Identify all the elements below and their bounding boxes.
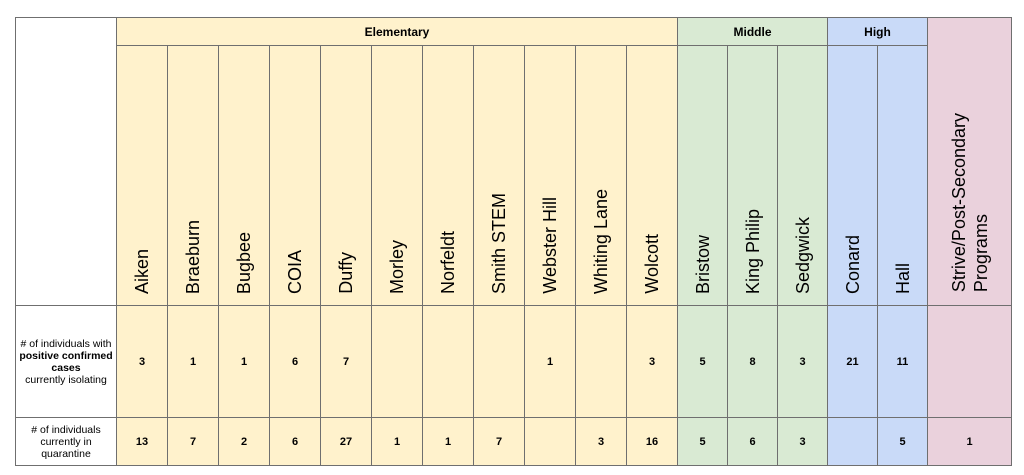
school-name: Smith STEM	[489, 192, 509, 294]
positive-cases-label: # of individuals with positive confirmed…	[15, 305, 117, 418]
school-name: Bugbee	[234, 231, 254, 294]
school-header-duffy: Duffy	[320, 45, 372, 306]
school-name: King Philip	[742, 208, 763, 294]
positive-cell	[422, 305, 474, 418]
quarantine-label: # of individuals currently in quarantine	[15, 417, 117, 466]
quarantine-cell: 5	[877, 417, 928, 466]
school-name: Hall	[892, 262, 913, 294]
positive-cell	[473, 305, 525, 418]
school-name: Wolcott	[642, 234, 662, 294]
school-header-wolcott: Wolcott	[626, 45, 678, 306]
quarantine-cell: 13	[116, 417, 168, 466]
quarantine-row: # of individuals currently in quarantine…	[15, 417, 1012, 466]
positive-cell: 1	[167, 305, 219, 418]
positive-cell: 3	[116, 305, 168, 418]
school-name: Braeburn	[183, 219, 203, 294]
quarantine-cell	[827, 417, 878, 466]
school-header-smith-stem: Smith STEM	[473, 45, 525, 306]
quarantine-cell: 3	[777, 417, 828, 466]
group-elementary: Elementary	[116, 17, 678, 46]
group-middle: Middle	[677, 17, 828, 46]
programs-header: Strive/Post-Secondary Programs	[927, 17, 1012, 306]
quarantine-cell: 5	[677, 417, 728, 466]
positive-cell: 1	[524, 305, 576, 418]
school-header-hall: Hall	[877, 45, 928, 306]
school-header-aiken: Aiken	[116, 45, 168, 306]
positive-cell: 11	[877, 305, 928, 418]
school-header-coia: COIA	[269, 45, 321, 306]
corner-cell	[15, 17, 117, 306]
positive-cases-row: # of individuals with positive confirmed…	[15, 305, 1012, 418]
school-header-bristow: Bristow	[677, 45, 728, 306]
school-name: Webster Hill	[540, 197, 560, 294]
school-header-morley: Morley	[371, 45, 423, 306]
positive-cell	[927, 305, 1012, 418]
quarantine-cell: 7	[167, 417, 219, 466]
positive-cell	[371, 305, 423, 418]
quarantine-cell: 1	[371, 417, 423, 466]
school-header-king-philip: King Philip	[727, 45, 778, 306]
positive-cell: 3	[626, 305, 678, 418]
positive-cell: 3	[777, 305, 828, 418]
quarantine-cell: 6	[727, 417, 778, 466]
quarantine-cell: 16	[626, 417, 678, 466]
school-header-conard: Conard	[827, 45, 878, 306]
school-header-braeburn: Braeburn	[167, 45, 219, 306]
school-header-sedgwick: Sedgwick	[777, 45, 828, 306]
school-name: Duffy	[336, 252, 356, 294]
positive-cell: 21	[827, 305, 878, 418]
school-header-webster-hill: Webster Hill	[524, 45, 576, 306]
quarantine-cell: 6	[269, 417, 321, 466]
school-name: COIA	[285, 249, 305, 294]
group-high: High	[827, 17, 928, 46]
cases-table: Elementary Middle High Strive/Post-Secon…	[15, 17, 1012, 466]
positive-cell: 6	[269, 305, 321, 418]
quarantine-cell: 1	[927, 417, 1012, 466]
positive-cell	[575, 305, 627, 418]
school-header-norfeldt: Norfeldt	[422, 45, 474, 306]
school-name: Aiken	[132, 248, 152, 294]
quarantine-cell	[524, 417, 576, 466]
school-header-bugbee: Bugbee	[218, 45, 270, 306]
positive-cell: 1	[218, 305, 270, 418]
school-header-row: Aiken Braeburn Bugbee COIA Duffy Morley …	[16, 45, 1012, 306]
cases-table-wrapper: Elementary Middle High Strive/Post-Secon…	[15, 17, 1012, 466]
quarantine-cell: 27	[320, 417, 372, 466]
group-header-row: Elementary Middle High Strive/Post-Secon…	[15, 17, 1012, 306]
positive-cell: 5	[677, 305, 728, 418]
school-name: Whiting Lane	[591, 188, 611, 294]
quarantine-cell: 2	[218, 417, 270, 466]
school-name: Conard	[842, 234, 863, 294]
programs-label: Strive/Post-Secondary Programs	[948, 112, 991, 292]
quarantine-cell: 1	[422, 417, 474, 466]
school-header-whiting-lane: Whiting Lane	[575, 45, 627, 306]
quarantine-cell: 3	[575, 417, 627, 466]
positive-cell: 8	[727, 305, 778, 418]
school-name: Norfeldt	[438, 230, 458, 294]
school-name: Morley	[387, 239, 407, 294]
school-name: Bristow	[692, 234, 713, 294]
school-name: Sedgwick	[792, 216, 813, 294]
positive-cell: 7	[320, 305, 372, 418]
quarantine-cell: 7	[473, 417, 525, 466]
